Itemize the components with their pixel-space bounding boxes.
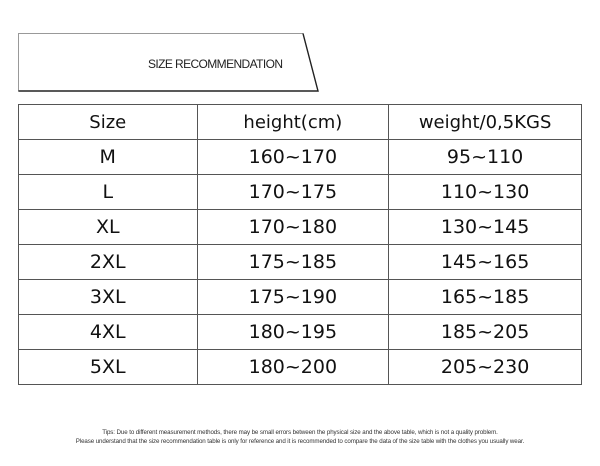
table-row: 4XL 180~195 185~205: [18, 314, 582, 350]
cell-size: L: [18, 174, 198, 210]
table-row: 5XL 180~200 205~230: [18, 349, 582, 385]
table-row: M 160~170 95~110: [18, 139, 582, 175]
cell-size: 2XL: [18, 244, 198, 280]
cell-size: 3XL: [18, 279, 198, 315]
title-banner: SIZE RECOMMENDATION: [18, 33, 319, 92]
cell-size: 4XL: [18, 314, 198, 350]
cell-height: 175~190: [196, 279, 390, 315]
cell-size: 5XL: [18, 349, 198, 385]
cell-size: XL: [18, 209, 198, 245]
cell-height: 180~200: [196, 349, 390, 385]
table-row: XL 170~180 130~145: [18, 209, 582, 245]
banner-shape: [18, 33, 319, 92]
tips-line-1: Tips: Due to different measurement metho…: [102, 429, 498, 436]
table-row: 2XL 175~185 145~165: [18, 244, 582, 280]
cell-height: 175~185: [196, 244, 390, 280]
cell-size: M: [18, 139, 198, 175]
cell-weight: 205~230: [388, 349, 582, 385]
size-table: Size height(cm) weight/0,5KGS M 160~170 95…: [18, 104, 582, 385]
header-height: height(cm): [196, 104, 390, 140]
cell-weight: 95~110: [388, 139, 582, 175]
cell-height: 180~195: [196, 314, 390, 350]
cell-height: 160~170: [196, 139, 390, 175]
page-title: SIZE RECOMMENDATION: [148, 57, 283, 71]
cell-weight: 165~185: [388, 279, 582, 315]
cell-weight: 110~130: [388, 174, 582, 210]
cell-weight: 145~165: [388, 244, 582, 280]
cell-weight: 185~205: [388, 314, 582, 350]
cell-weight: 130~145: [388, 209, 582, 245]
table-row: L 170~175 110~130: [18, 174, 582, 210]
cell-height: 170~180: [196, 209, 390, 245]
table-row: 3XL 175~190 165~185: [18, 279, 582, 315]
cell-height: 170~175: [196, 174, 390, 210]
header-weight: weight/0,5KGS: [388, 104, 582, 140]
tips-line-2: Please understand that the size recommen…: [75, 438, 525, 445]
table-header-row: Size height(cm) weight/0,5KGS: [18, 104, 582, 140]
header-size: Size: [18, 104, 198, 140]
